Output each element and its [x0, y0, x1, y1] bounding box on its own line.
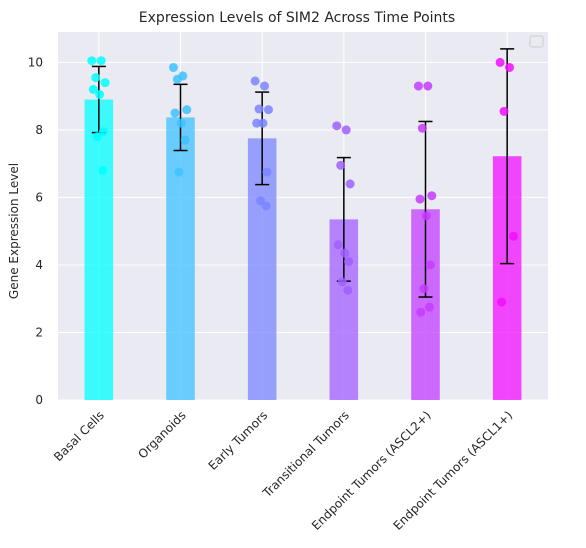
data-point	[100, 78, 110, 88]
data-point	[174, 167, 184, 177]
y-tick-label: 6	[35, 190, 43, 204]
data-point	[343, 285, 353, 295]
data-point	[419, 284, 429, 294]
plot-background	[58, 32, 548, 400]
data-point	[252, 118, 262, 128]
data-point	[337, 277, 347, 287]
data-point	[344, 257, 354, 267]
bar	[166, 117, 195, 401]
data-point	[341, 125, 351, 135]
data-point	[99, 127, 109, 137]
y-tick-label: 10	[28, 55, 43, 69]
data-point	[92, 132, 102, 142]
data-point	[250, 76, 260, 86]
data-point	[95, 89, 105, 99]
data-point	[332, 121, 342, 131]
chart-title: Expression Levels of SIM2 Across Time Po…	[139, 10, 455, 26]
data-point	[254, 104, 264, 114]
data-point	[88, 84, 98, 94]
data-point	[98, 165, 108, 175]
data-point	[424, 302, 434, 312]
data-point	[182, 105, 192, 115]
data-point	[415, 194, 425, 204]
y-tick-label: 2	[35, 325, 43, 339]
data-point	[416, 307, 426, 317]
data-point	[336, 160, 346, 170]
data-point	[260, 81, 270, 91]
data-point	[91, 73, 101, 83]
data-point	[262, 167, 272, 177]
bar	[84, 99, 114, 400]
data-point	[495, 57, 505, 67]
data-point	[505, 62, 515, 72]
data-point	[417, 123, 427, 133]
x-tick-label: Transitional Tumors	[259, 408, 352, 501]
data-point	[172, 74, 182, 84]
data-point	[261, 201, 271, 211]
data-point	[340, 248, 350, 258]
data-point	[180, 135, 190, 145]
y-axis-ticks: 0 2 4 6 8 10	[28, 55, 43, 407]
data-point	[413, 81, 423, 91]
data-point	[87, 56, 97, 66]
data-point	[96, 56, 106, 66]
data-point	[258, 118, 268, 128]
y-tick-label: 8	[35, 123, 43, 137]
data-point	[497, 297, 507, 307]
y-tick-label: 0	[35, 393, 43, 407]
data-point	[263, 105, 273, 115]
data-point	[176, 118, 186, 128]
x-tick-label: Organoids	[135, 408, 188, 461]
data-point	[508, 231, 518, 241]
data-point	[427, 191, 437, 201]
data-point	[170, 108, 180, 118]
x-tick-label: Basal Cells	[51, 408, 107, 464]
y-axis-label: Gene Expression Level	[7, 163, 21, 299]
data-point	[425, 260, 435, 270]
legend	[529, 35, 544, 48]
x-tick-label: Early Tumors	[206, 408, 271, 473]
data-point	[168, 62, 178, 72]
bars	[84, 99, 522, 401]
data-point	[499, 106, 509, 116]
data-point	[421, 211, 431, 221]
y-tick-label: 4	[35, 258, 43, 272]
data-point	[333, 240, 343, 250]
data-points	[87, 56, 518, 317]
data-point	[423, 81, 433, 91]
x-axis-ticks: Basal Cells Organoids Early TumorsTransiti…	[51, 408, 515, 533]
data-point	[345, 179, 355, 189]
